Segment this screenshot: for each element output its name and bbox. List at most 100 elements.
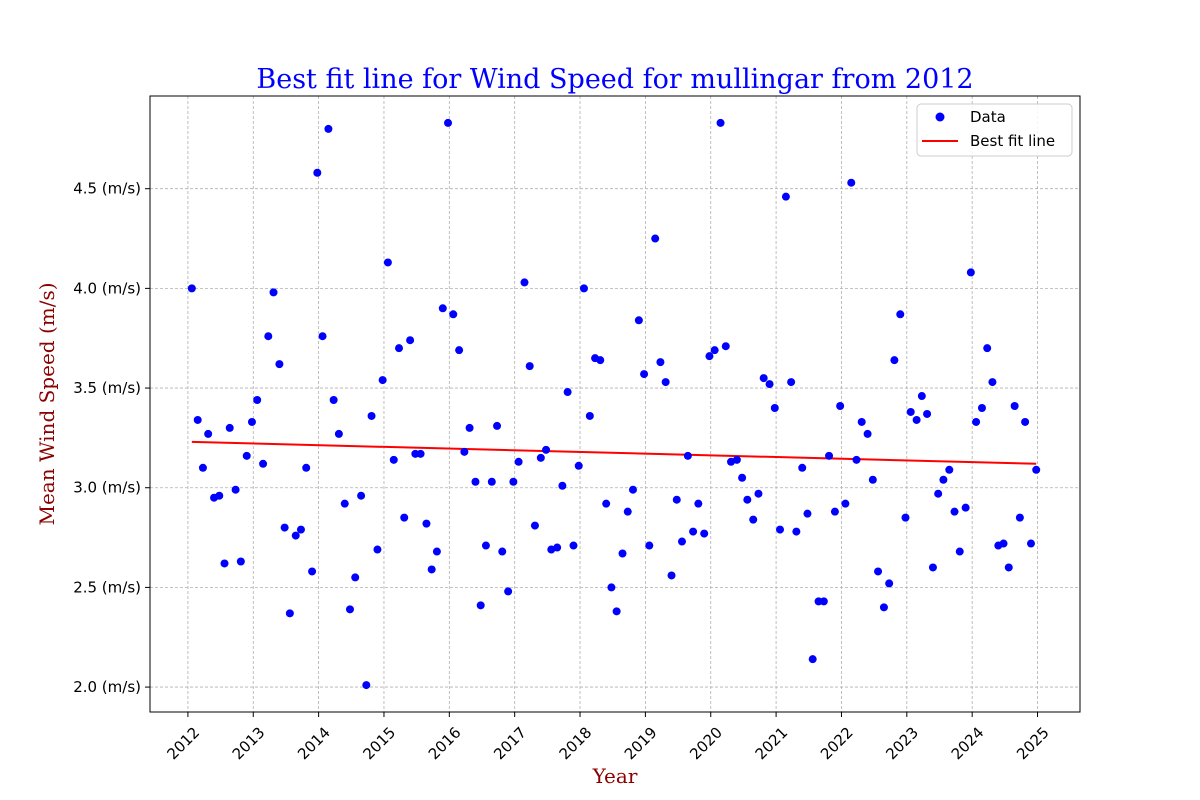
data-point [357,491,366,500]
data-point [934,489,943,498]
data-point [406,336,415,345]
data-point [634,316,643,325]
data-point [966,268,975,277]
data-point [242,451,251,460]
data-point [1032,465,1041,474]
data-point [465,423,474,432]
data-point [1004,563,1013,572]
data-point [808,655,817,664]
y-tick-label: 4.0 (m/s) [73,279,141,297]
data-point [530,521,539,530]
data-point [264,332,273,341]
data-point [455,346,464,355]
data-point [917,392,926,401]
data-point [389,455,398,464]
data-point [819,597,828,606]
data-point [487,477,496,486]
data-point [476,601,485,610]
data-point [225,423,234,432]
data-point [972,417,981,426]
data-point [754,489,763,498]
data-point [923,409,932,418]
data-point [945,465,954,474]
data-point [563,388,572,397]
data-point [765,380,774,389]
y-tick-label: 2.0 (m/s) [73,678,141,696]
data-point [438,304,447,313]
data-point [585,411,594,420]
data-point [983,344,992,353]
data-point [308,567,317,576]
data-point [302,463,311,472]
data-point [193,415,202,424]
data-point [830,507,839,516]
data-point [863,429,872,438]
data-point [579,284,588,293]
data-point [395,344,404,353]
data-point [667,571,676,580]
data-point [896,310,905,319]
data-point [868,475,877,484]
data-point [705,352,714,361]
data-point [1026,539,1035,548]
data-point [721,342,730,351]
data-point [901,513,910,522]
data-point [280,523,289,532]
data-point [602,499,611,508]
data-point [607,583,616,592]
y-axis-label: Mean Wind Speed (m/s) [35,282,59,525]
data-point [367,411,376,420]
data-point [912,415,921,424]
data-point [187,284,196,293]
data-point [885,579,894,588]
data-point [961,503,970,512]
data-point [776,525,785,534]
data-point [955,547,964,556]
data-point [481,541,490,550]
data-point [362,681,371,690]
data-point [628,485,637,494]
data-point [841,499,850,508]
data-point [906,407,915,416]
data-point [498,547,507,556]
data-point [743,495,752,504]
data-point [285,609,294,618]
data-point [977,403,986,412]
y-tick-label: 2.5 (m/s) [73,578,141,596]
data-point [569,541,578,550]
data-point [444,118,453,127]
best-fit-line [191,440,1037,465]
data-point [291,531,300,540]
data-point [340,499,349,508]
data-point [514,457,523,466]
data-point [781,192,790,201]
data-point [416,449,425,458]
data-point [259,459,268,468]
data-point [329,396,338,405]
data-point [558,481,567,490]
data-point [427,565,436,574]
data-point [640,370,649,379]
data-point [651,234,660,243]
data-point [618,549,627,558]
data-point [400,513,409,522]
data-point [928,563,937,572]
data-point [661,378,670,387]
data-point [738,473,747,482]
data-point [373,545,382,554]
data-point [656,358,665,367]
data-point [694,499,703,508]
y-tick-label: 3.0 (m/s) [73,479,141,497]
data-point [525,362,534,371]
data-point [324,124,333,133]
data-point [351,573,360,582]
data-point [700,529,709,538]
data-point [460,447,469,456]
data-point [198,463,207,472]
data-point [1010,401,1019,410]
data-point [422,519,431,528]
data-point [493,421,502,430]
data-point [677,537,686,546]
data-point [950,507,959,516]
